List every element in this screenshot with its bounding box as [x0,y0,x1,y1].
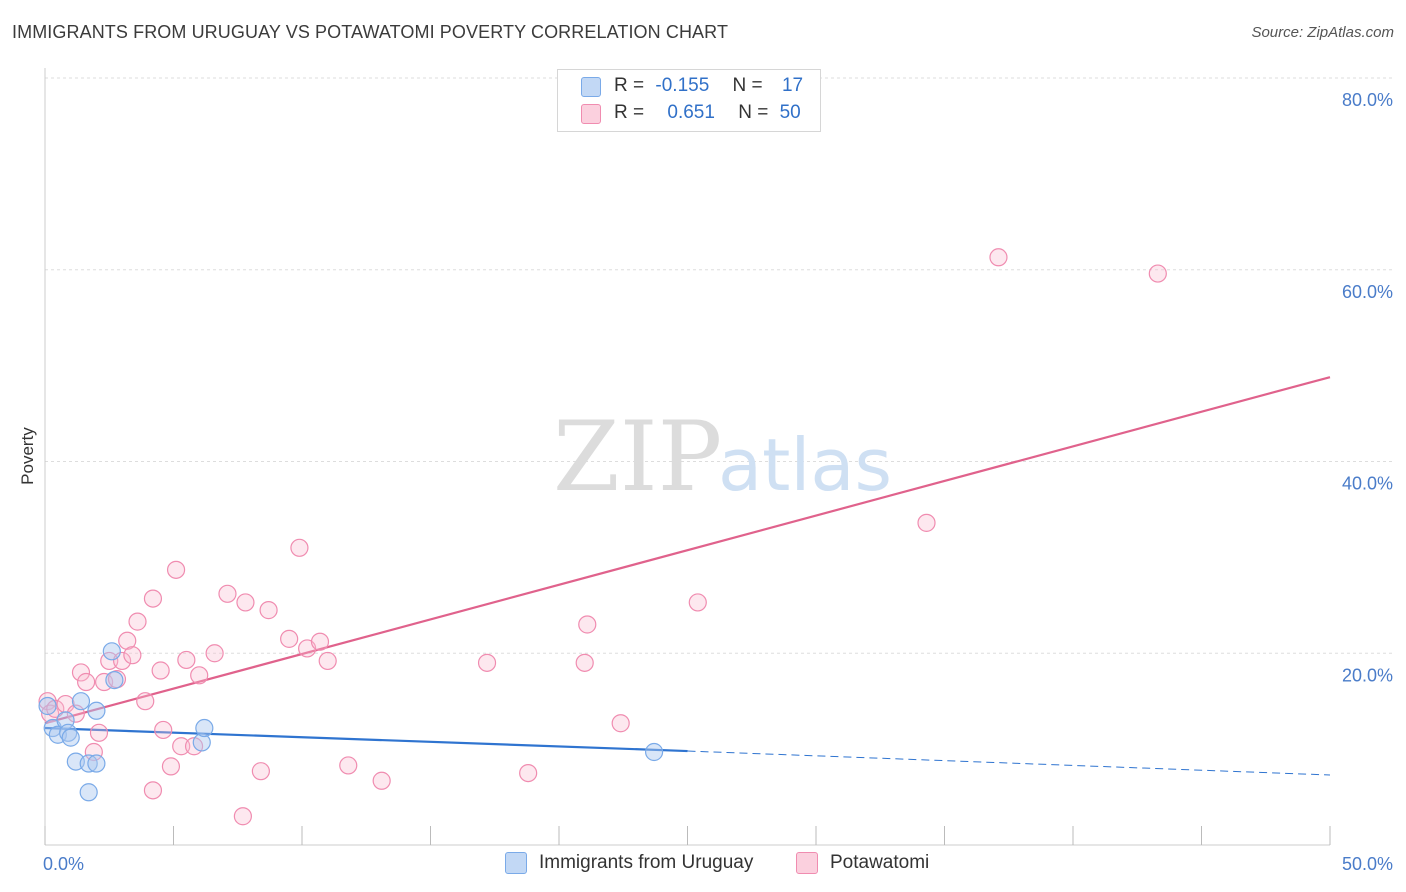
trend-line-potawatomi [44,376,1331,725]
point-uruguay [192,733,211,752]
x-tick-label: 0.0% [43,854,84,874]
point-uruguay [102,642,121,661]
data-points [38,248,1167,826]
point-potawatomi [151,661,170,680]
point-potawatomi [318,651,337,671]
watermark: ZIP atlas [553,401,892,513]
trend-line-uruguay-extension [687,750,1331,776]
point-potawatomi [259,601,278,620]
point-potawatomi [280,629,299,648]
point-potawatomi [251,762,270,781]
stats-r-label: R = [614,102,645,123]
point-uruguay [195,718,214,738]
x-tick-labels: 0.0% 50.0% [43,854,1393,874]
point-potawatomi [989,248,1008,267]
stats-r-value: 0.651 [667,102,715,123]
legend-swatch-uruguay [505,852,527,874]
legend-item-uruguay: Immigrants from Uruguay [505,852,753,874]
axes [44,68,1331,846]
chart-title: IMMIGRANTS FROM URUGUAY VS POTAWATOMI PO… [12,22,729,42]
point-uruguay [79,783,98,802]
y-tick-labels: 20.0% 40.0% 60.0% 80.0% [1342,90,1393,685]
point-potawatomi [84,742,103,762]
source-label: Source: ZipAtlas.com [1251,24,1394,41]
point-potawatomi [205,644,224,663]
point-potawatomi [578,615,597,634]
stats-n-value: 50 [779,102,801,123]
point-potawatomi [477,653,497,672]
y-tick-label: 20.0% [1342,665,1393,685]
y-axis-label: Poverty [18,427,37,485]
point-potawatomi [519,763,538,783]
point-potawatomi [123,646,142,665]
trend-line-uruguay [44,726,688,753]
y-tick-label: 60.0% [1342,282,1393,302]
point-potawatomi [177,650,196,670]
point-uruguay [79,754,98,773]
stats-swatch-uruguay [581,77,601,97]
point-potawatomi [136,692,155,711]
point-potawatomi [611,714,630,733]
point-potawatomi [233,807,252,826]
point-potawatomi [154,720,173,740]
point-potawatomi [917,513,936,532]
point-potawatomi [310,632,330,651]
trend-lines [44,376,1331,776]
point-potawatomi [190,666,209,685]
y-tick-label: 80.0% [1342,90,1393,110]
legend-swatch-potawatomi [796,852,818,874]
watermark-atlas: atlas [718,423,892,507]
stats-n-label: N = [732,75,763,96]
point-uruguay [61,728,80,747]
point-potawatomi [71,663,91,682]
stats-box: R = -0.155 N = 17 R = 0.651 N = 50 [557,69,821,132]
point-potawatomi [128,612,147,631]
point-potawatomi [575,653,594,672]
point-uruguay [105,670,124,690]
legend-label-potawatomi: Potawatomi [830,852,930,873]
point-uruguay [87,701,106,720]
point-potawatomi [372,771,391,790]
point-uruguay [38,696,57,716]
grid [45,77,1393,654]
point-potawatomi [89,723,109,742]
stats-r-value: -0.155 [655,75,710,96]
point-potawatomi [161,757,181,776]
stats-n-value: 17 [781,75,804,96]
point-potawatomi [172,737,191,756]
y-tick-label: 40.0% [1342,474,1393,494]
point-potawatomi [143,589,163,608]
point-uruguay [59,723,78,742]
point-potawatomi [143,781,163,800]
point-potawatomi [218,584,237,603]
point-potawatomi [236,593,255,612]
point-uruguay [644,742,664,762]
point-potawatomi [339,756,358,775]
point-potawatomi [118,631,137,650]
stats-swatch-potawatomi [581,104,601,124]
legend-label-uruguay: Immigrants from Uruguay [539,852,754,873]
stats-r-label: R = [614,75,645,96]
point-potawatomi [77,672,96,692]
watermark-zip: ZIP [553,401,722,513]
point-potawatomi [166,560,186,579]
point-uruguay [71,692,91,711]
point-potawatomi [688,593,707,612]
point-potawatomi [1148,264,1167,283]
point-uruguay [87,754,106,773]
point-potawatomi [290,538,309,557]
legend-item-potawatomi: Potawatomi [796,852,929,874]
x-tick-label: 50.0% [1342,854,1393,874]
stats-n-label: N = [738,102,769,123]
